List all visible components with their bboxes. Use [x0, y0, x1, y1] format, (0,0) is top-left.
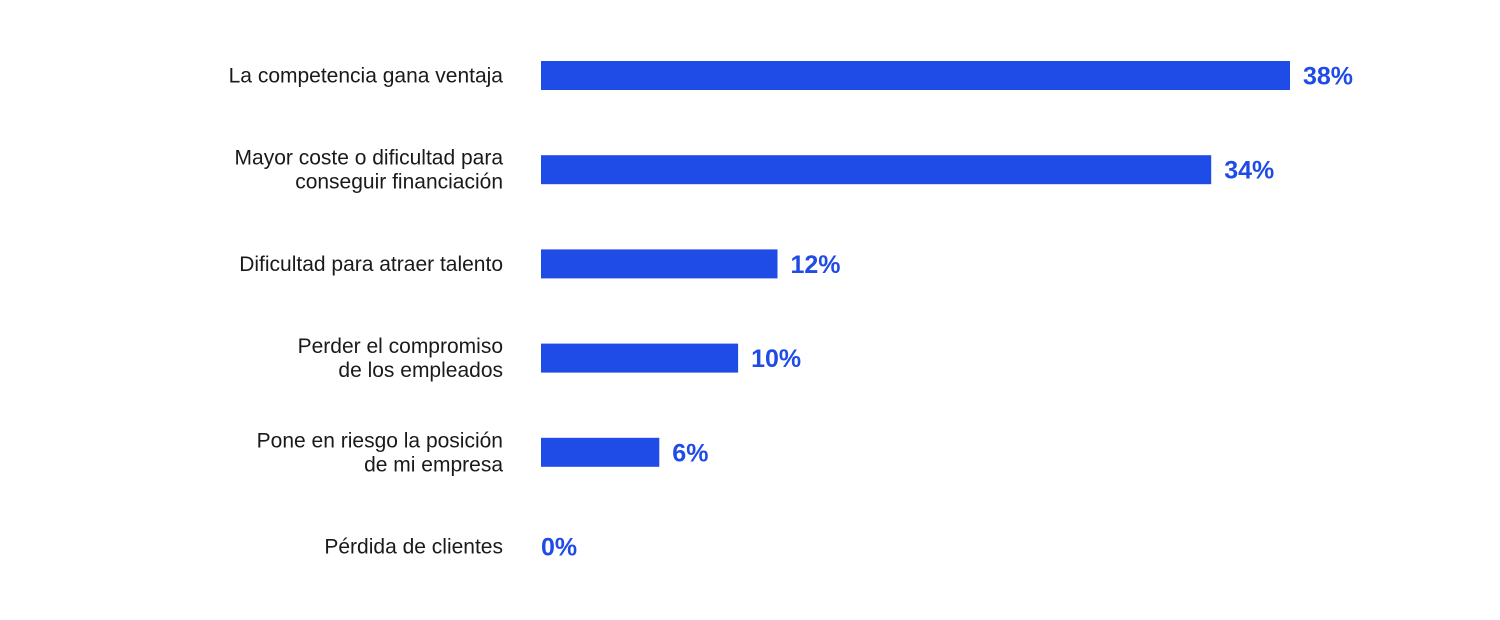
category-label-line: Pérdida de clientes: [324, 536, 503, 559]
chart-rows: La competencia gana ventaja 38% Mayor cost…: [229, 61, 1353, 562]
category-label: Pérdida de clientes: [324, 536, 503, 559]
category-label-line: Pone en riesgo la posición: [257, 429, 503, 452]
category-label: La competencia gana ventaja: [229, 65, 504, 88]
category-label: Dificultad para atraer talento: [239, 253, 503, 276]
category-label: Perder el compromiso de los empleados: [298, 335, 503, 382]
value-label: 38%: [1303, 63, 1353, 91]
bar: [541, 249, 778, 279]
category-label: Mayor coste o dificultad para conseguir f…: [235, 147, 504, 194]
bar: [541, 437, 660, 467]
bar: [541, 61, 1290, 90]
value-label: 34%: [1224, 157, 1274, 185]
category-label-line: Dificultad para atraer talento: [239, 253, 503, 276]
category-label-line: de mi empresa: [364, 453, 503, 476]
value-label: 12%: [791, 251, 841, 279]
category-label-line: Mayor coste o dificultad para: [235, 147, 504, 170]
value-label: 6%: [672, 439, 708, 467]
value-label: 0%: [541, 534, 577, 562]
bar: [541, 343, 739, 373]
category-label-line: de los empleados: [338, 359, 503, 382]
value-label: 10%: [751, 345, 801, 373]
category-label: Pone en riesgo la posición de mi empresa: [257, 429, 504, 476]
category-label-line: Perder el compromiso: [298, 335, 503, 358]
bar: [541, 155, 1212, 185]
category-label-line: La competencia gana ventaja: [229, 65, 504, 88]
category-label-line: conseguir financiación: [295, 171, 503, 194]
